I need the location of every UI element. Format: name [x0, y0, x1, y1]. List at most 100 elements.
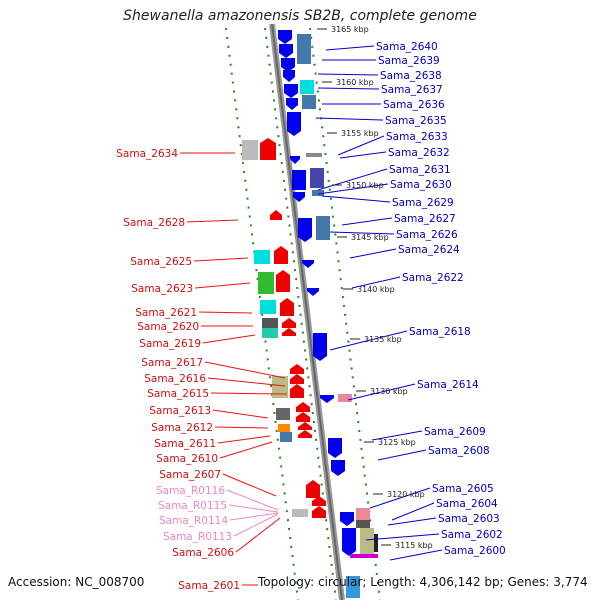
left-gene-label: Sama_2615	[147, 388, 209, 400]
operon-box	[272, 376, 288, 398]
right-gene-label: Sama_2602	[441, 529, 503, 541]
reverse-gene-arrow	[276, 270, 290, 292]
topology-stats: Topology: circular; Length: 4,306,142 bp…	[258, 575, 588, 589]
leader-line	[222, 473, 277, 497]
forward-gene	[292, 170, 306, 190]
leader-line	[210, 392, 288, 395]
leader-line	[351, 276, 401, 289]
leader-line	[198, 311, 253, 314]
operon-box	[297, 34, 311, 64]
right-gene-label: Sama_2604	[436, 498, 498, 510]
cyan-feature	[254, 250, 270, 264]
leader-line	[329, 330, 408, 351]
forward-gene-arrow	[313, 333, 327, 361]
kbp-tick-label: 3115 kbp	[395, 541, 433, 550]
reverse-gene-arrow	[282, 318, 296, 328]
operon-box	[312, 190, 324, 196]
leader-line	[317, 183, 389, 195]
left-leader-lines	[180, 152, 288, 586]
teal-feature	[262, 328, 278, 338]
leader-line	[391, 502, 435, 521]
forward-gene-arrow	[284, 84, 298, 98]
guide-line-right	[309, 27, 381, 600]
leader-line	[228, 504, 279, 513]
operon-box	[360, 528, 374, 554]
genome-backbone-core	[271, 23, 343, 600]
leader-line	[341, 217, 393, 226]
dark-feature	[276, 408, 290, 420]
leader-line	[207, 377, 286, 387]
leader-line	[214, 426, 269, 429]
right-gene-label: Sama_2637	[381, 84, 443, 96]
kbp-tick-label: 3165 kbp	[331, 25, 369, 34]
leader-line	[315, 117, 384, 121]
leader-line	[235, 517, 281, 553]
kbp-tick-label: 3155 kbp	[341, 129, 379, 138]
reverse-gene-arrow	[280, 298, 294, 316]
leader-line	[329, 231, 395, 235]
forward-gene-arrow	[331, 460, 345, 476]
left-gene-label: Sama_2610	[156, 453, 218, 465]
kbp-tick-label: 3140 kbp	[357, 285, 395, 294]
right-gene-label: Sama_2605	[432, 483, 494, 495]
right-gene-label: Sama_2630	[390, 179, 452, 191]
forward-gene-arrow	[283, 70, 295, 82]
left-gene-label: Sama_R0116	[156, 485, 225, 497]
left-gene-labels: Sama_2634 Sama_2628 Sama_2625 Sama_2623 Sama…	[116, 148, 240, 592]
grey-feature	[242, 140, 258, 160]
leader-line	[226, 489, 279, 511]
left-gene-label: Sama_2619	[139, 338, 201, 350]
left-gene-label: Sama_2617	[141, 357, 203, 369]
reverse-gene-arrow	[298, 430, 312, 438]
right-gene-label: Sama_2633	[386, 131, 448, 143]
reverse-gene-arrow	[270, 210, 282, 220]
right-gene-label: Sama_2622	[402, 272, 464, 284]
map-footer: Accession: NC_008700 Topology: circular;…	[0, 575, 600, 593]
right-gene-label: Sama_2609	[424, 426, 486, 438]
leader-line	[325, 45, 375, 51]
left-gene-label: Sama_2634	[116, 148, 178, 160]
forward-gene-arrow	[286, 98, 298, 110]
forward-gene-arrow	[302, 260, 314, 268]
accession-text: Accession: NC_008700	[8, 575, 145, 589]
forward-gene	[346, 576, 360, 598]
forward-gene-arrow	[290, 156, 300, 164]
right-gene-label: Sama_2639	[378, 55, 440, 67]
kbp-tick-label: 3125 kbp	[378, 438, 416, 447]
left-gene-label: Sama_2623	[131, 283, 193, 295]
right-leader-lines	[315, 45, 443, 561]
reverse-gene-arrow	[290, 384, 304, 398]
operon-box	[280, 432, 292, 442]
reverse-gene-arrow	[312, 496, 326, 506]
left-gene-label: Sama_2611	[154, 438, 216, 450]
reverse-gene-arrow	[274, 246, 288, 264]
orange-feature	[278, 424, 290, 432]
left-gene-label: Sama_R0114	[159, 515, 228, 527]
leader-line	[193, 257, 249, 262]
left-gene-label: Sama_2601	[178, 580, 240, 592]
right-gene-label: Sama_2632	[388, 147, 450, 159]
reverse-gene-arrow	[298, 422, 312, 430]
reverse-gene-arrow	[290, 364, 304, 374]
left-gene-label: Sama_2625	[130, 256, 192, 268]
leader-line	[347, 383, 416, 401]
leader-line	[217, 435, 271, 444]
leader-line	[317, 168, 388, 191]
dark-feature	[262, 318, 278, 328]
left-gene-label: Sama_2616	[144, 373, 206, 385]
leader-line	[365, 533, 440, 541]
right-gene-label: Sama_2636	[383, 99, 445, 111]
grey-feature	[292, 509, 308, 517]
right-gene-label: Sama_2608	[428, 445, 490, 457]
reverse-gene-arrow	[306, 480, 320, 498]
cyan-feature	[300, 80, 314, 94]
leader-line	[317, 73, 379, 76]
operon-box	[316, 216, 330, 240]
right-gene-label: Sama_2635	[385, 115, 447, 127]
left-gene-label: Sama_2613	[149, 405, 211, 417]
leader-line	[202, 334, 256, 344]
leader-line	[229, 512, 279, 521]
operon-box	[302, 95, 316, 109]
forward-gene-arrow	[320, 395, 334, 403]
leader-line	[321, 195, 391, 203]
